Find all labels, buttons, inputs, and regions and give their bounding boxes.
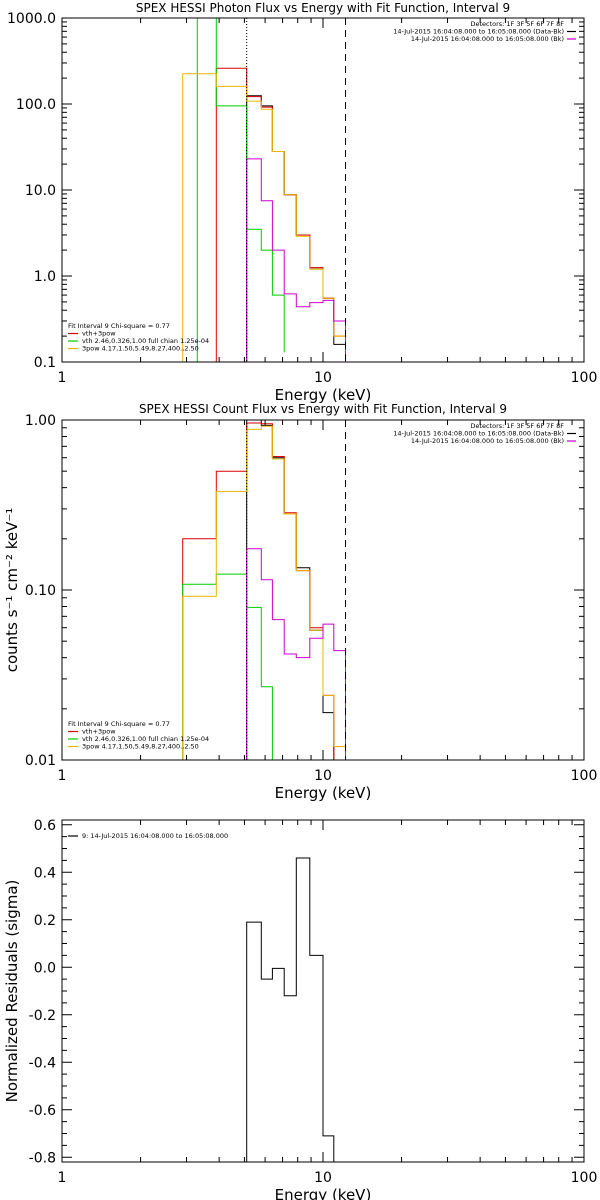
panel3-ytick-label: 0.4 [34,865,56,881]
panel1-ytick-label: 1.0 [34,269,56,285]
panel3-ytick-label: -0.2 [29,1008,56,1024]
panel2-ytick-label: 0.10 [25,583,56,599]
panel2-series-3-line [182,425,346,760]
panel2-xtick-label: 10 [314,768,332,784]
panel1-title: SPEX HESSI Photon Flux vs Energy with Fi… [136,1,510,15]
panel1-ytick-label: 0.1 [34,355,56,371]
panel1-series-3-line [182,73,346,362]
panel3-xlabel: Energy (keV) [275,1186,372,1200]
panel2-title: SPEX HESSI Count Flux vs Energy with Fit… [139,402,507,416]
panel3-ytick-label: 0.2 [34,913,56,929]
panel1-legend-left-entry: vth 2.46,0.326,1.00 full chian 1.25e-04 [82,337,209,345]
panel2-series-0-line [246,420,335,760]
panel3-xtick-label: 10 [314,1170,332,1186]
panel1-xtick-label: 10 [314,370,332,386]
panel1-series-4-line [246,158,346,362]
panel1-ytick-label: 1000.0 [7,11,56,27]
panel2-series-2-line [182,573,273,760]
panel3-ytick-label: 0.6 [34,818,56,834]
panel2-legend-left-entry: vth 2.46,0.326,1.00 full chian 1.25e-04 [82,735,209,743]
panel1-xtick-label: 100 [571,370,598,386]
panel1-series-2-line [196,18,285,362]
panel3-ytick-label: -0.6 [29,1103,56,1119]
panel1-legend-left-entry: Fit Interval 9 Chi-square = 0.77 [68,322,170,330]
panel2-series-group [182,420,346,760]
panel1-legend-right-entry: Detectors: 1F 3F 5F 6F 7F 8F [470,20,564,28]
panel3-series-group [246,857,335,1162]
panel3-ytick-label: -0.4 [29,1055,56,1071]
panel2-ylabel: counts s⁻¹ cm⁻² keV⁻¹ [3,508,21,673]
panel2-ytick-label: 0.01 [25,753,56,769]
panel1-legend-right-entry: 14-Jul-2015 16:04:08.000 to 16:05:08.000… [411,35,564,43]
panel2-legend-left-entry: 3pow 4.17,1.50,5.49,8.27,400.,2.50 [82,743,199,751]
panel2-series-4-line [246,548,346,760]
panel1-ytick-label: 100.0 [16,97,56,113]
panel1-frame [61,17,585,363]
panel3-series-0-line [246,857,335,1162]
panel2-xlabel: Energy (keV) [275,784,372,802]
panel1-series-group [182,18,346,362]
panel2-legend-right-entry: Detectors: 1F 3F 5F 6F 7F 8F [470,422,564,430]
panel2-legend-right-entry: 14-Jul-2015 16:04:08.000 to 16:05:08.000… [411,437,564,445]
panel1-ytick-label: 10.0 [25,183,56,199]
panel1-legend-left-entry: vth+3pow [82,330,116,338]
panel2-legend-left-entry: vth+3pow [82,728,116,736]
panel3-ylabel: Normalized Residuals (sigma) [3,880,21,1103]
panel3-ytick-label: -0.8 [29,1150,56,1166]
panel1-legend-right-entry: 14-Jul-2015 16:04:08.000 to 16:05:08.000… [393,28,564,36]
panel2-legend-right-entry: 14-Jul-2015 16:04:08.000 to 16:05:08.000… [393,430,564,438]
panel3-ytick-label: 0.0 [34,960,56,976]
panel3-xtick-label: 100 [571,1170,598,1186]
panel1-legend-left-entry: 3pow 4.17,1.50,5.49,8.27,400.,2.50 [82,345,199,353]
panel3-xtick-label: 1 [58,1170,67,1186]
panel1-xlabel: Energy (keV) [275,386,372,404]
panel3-legend-left-entry: 9: 14-Jul-2015 16:04:08.000 to 16:05:08.… [82,832,228,840]
panel1-series-1-line [215,67,346,362]
panel1-xtick-label: 1 [58,370,67,386]
panel2-xtick-label: 1 [58,768,67,784]
panel2-ytick-label: 1.00 [25,413,56,429]
panel2-legend-left-entry: Fit Interval 9 Chi-square = 0.77 [68,720,170,728]
panel2-xtick-label: 100 [571,768,598,784]
